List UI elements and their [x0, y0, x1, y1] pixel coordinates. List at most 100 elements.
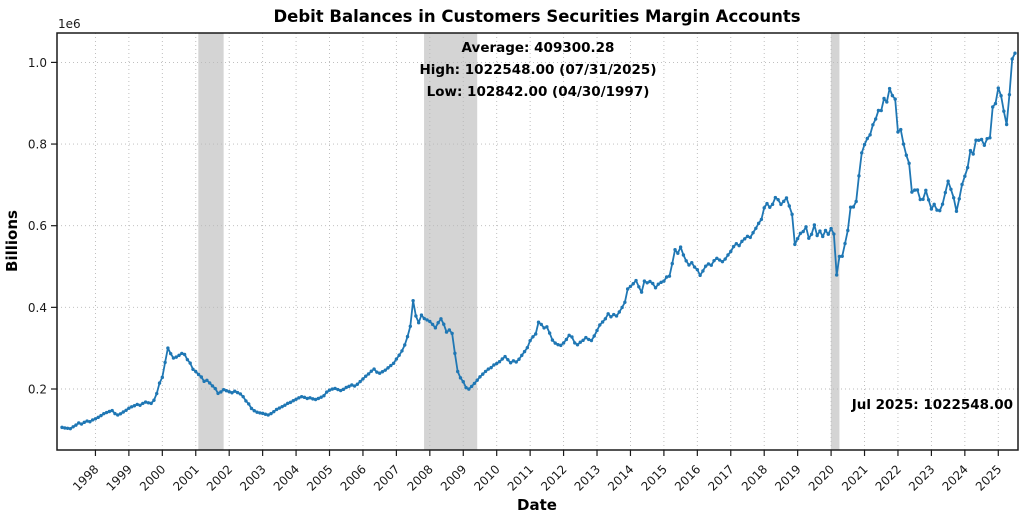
data-point-marker	[946, 179, 950, 183]
data-point-marker	[403, 343, 407, 347]
data-point-marker	[584, 335, 588, 340]
data-point-marker	[843, 241, 847, 246]
data-point-marker	[364, 374, 368, 378]
data-point-marker	[202, 379, 206, 384]
data-point-marker	[252, 409, 256, 413]
data-point-marker	[416, 321, 421, 325]
data-point-marker	[344, 385, 348, 390]
data-point-marker	[294, 397, 298, 401]
data-point-marker	[662, 279, 666, 283]
data-point-marker	[155, 391, 159, 396]
plot-frame	[56, 32, 1019, 451]
data-point-marker	[770, 202, 775, 207]
data-point-marker	[116, 413, 120, 417]
data-point-marker	[472, 381, 477, 386]
x-tick-label: 2013	[572, 462, 603, 493]
data-point-marker	[743, 237, 747, 241]
y-tick-label: 0.8	[28, 138, 47, 152]
data-point-marker	[506, 357, 510, 362]
x-tick-label: 2007	[371, 462, 402, 493]
x-tick-label: 2018	[739, 462, 770, 493]
data-point-marker	[628, 284, 633, 289]
y-axis-title: Billions	[3, 210, 21, 272]
data-point-marker	[442, 322, 446, 326]
data-point-marker	[600, 320, 605, 324]
data-point-marker	[319, 395, 323, 399]
data-point-marker	[545, 325, 549, 329]
data-point-marker	[350, 383, 354, 387]
data-point-marker	[598, 323, 602, 327]
data-point-marker	[283, 403, 287, 407]
data-point-marker	[85, 419, 89, 423]
data-point-marker	[651, 281, 655, 286]
data-point-marker	[447, 328, 452, 332]
data-point-marker	[383, 368, 387, 372]
data-point-marker	[1004, 122, 1009, 127]
data-point-marker	[113, 411, 117, 416]
data-point-marker	[79, 422, 84, 426]
data-point-marker	[988, 136, 992, 140]
data-point-marker	[720, 259, 725, 264]
data-point-marker	[247, 402, 251, 406]
data-point-marker	[717, 258, 722, 262]
x-tick-label: 2005	[304, 462, 335, 493]
data-point-marker	[539, 322, 543, 327]
data-point-marker	[926, 198, 931, 202]
data-point-marker	[873, 117, 878, 121]
data-point-marker	[701, 269, 705, 273]
data-point-marker	[1013, 51, 1017, 55]
data-point-marker	[93, 417, 98, 421]
data-point-marker	[188, 361, 192, 365]
data-point-marker	[380, 370, 385, 374]
x-tick-label: 2006	[338, 462, 369, 493]
data-point-marker	[511, 359, 516, 363]
data-point-marker	[642, 279, 647, 283]
data-point-marker	[637, 285, 641, 289]
data-point-marker	[623, 300, 627, 305]
x-tick-label: 2022	[873, 462, 904, 493]
data-point-marker	[500, 357, 504, 361]
data-point-marker	[952, 196, 956, 200]
data-point-marker	[196, 372, 201, 377]
data-point-marker	[325, 390, 329, 394]
data-point-marker	[614, 314, 619, 318]
data-point-marker	[893, 97, 897, 101]
x-tick-label: 2025	[973, 462, 1004, 493]
data-point-marker	[219, 390, 223, 394]
x-tick-label: 1998	[70, 462, 101, 493]
data-point-marker	[882, 96, 886, 101]
data-point-marker	[118, 412, 123, 416]
data-point-marker	[807, 236, 811, 240]
data-point-marker	[812, 223, 817, 227]
data-point-marker	[639, 290, 644, 294]
data-point-marker	[606, 312, 610, 316]
data-point-marker	[1007, 92, 1012, 97]
data-point-marker	[422, 316, 426, 321]
data-point-marker	[464, 385, 468, 390]
data-point-marker	[570, 335, 574, 339]
data-point-marker	[653, 286, 658, 290]
data-point-marker	[573, 341, 577, 345]
data-point-marker	[213, 386, 217, 391]
chart-title: Debit Balances in Customers Securities M…	[273, 7, 800, 26]
x-tick-label: 2014	[605, 462, 636, 493]
data-point-marker	[715, 256, 719, 260]
x-tick-label: 2000	[137, 462, 168, 493]
data-point-marker	[879, 108, 883, 113]
data-point-marker	[149, 401, 153, 406]
data-point-marker	[520, 353, 524, 358]
data-point-marker	[940, 202, 945, 206]
data-point-marker	[740, 239, 744, 244]
data-point-marker	[489, 365, 493, 370]
data-point-marker	[829, 226, 833, 231]
data-point-marker	[514, 360, 518, 364]
data-point-marker	[709, 263, 713, 267]
data-point-marker	[249, 406, 254, 411]
data-point-marker	[168, 351, 173, 356]
data-point-marker	[848, 205, 853, 209]
data-point-marker	[495, 361, 499, 366]
data-point-marker	[191, 367, 195, 371]
data-point-marker	[483, 369, 488, 374]
data-point-marker	[386, 366, 390, 370]
data-point-marker	[327, 388, 332, 392]
